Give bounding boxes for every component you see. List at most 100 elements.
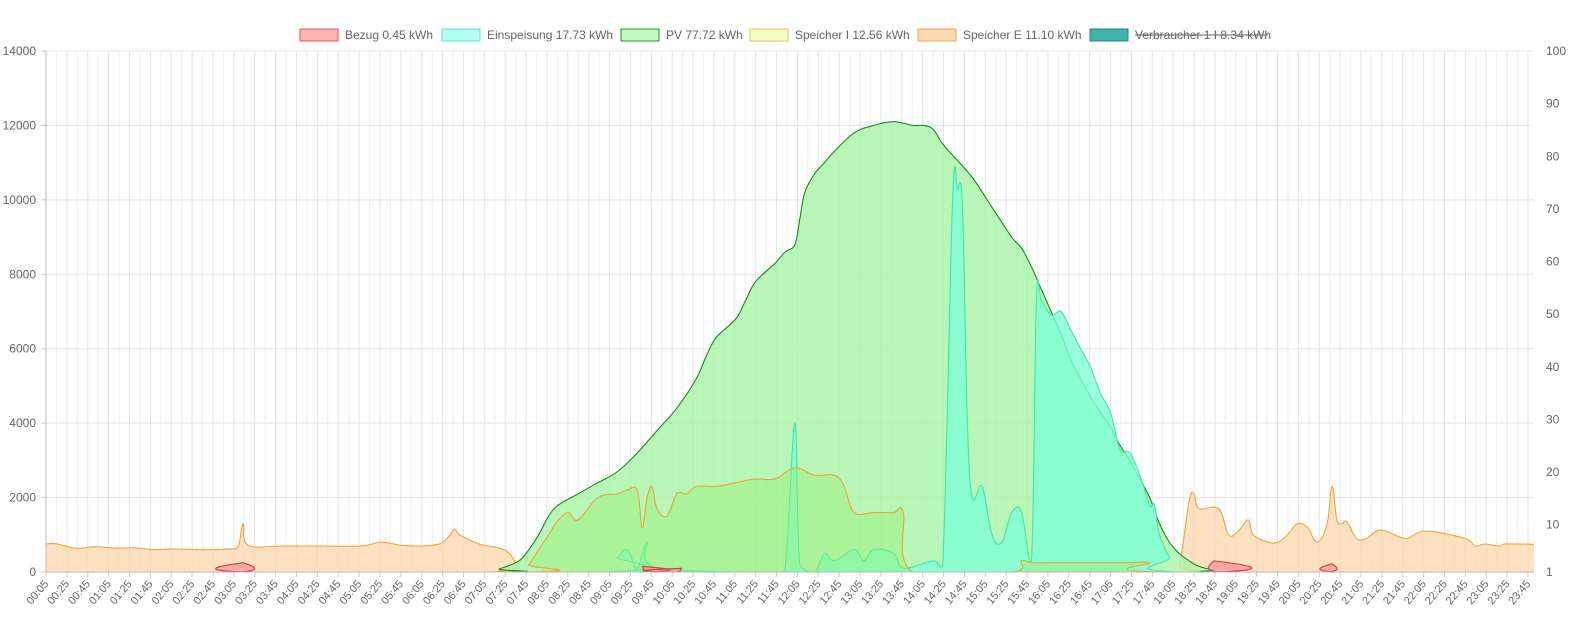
x-tick-label: 17:25 bbox=[1110, 578, 1137, 607]
x-tick-label: 10:05 bbox=[651, 578, 678, 607]
x-tick-label: 06:45 bbox=[442, 578, 469, 607]
x-tick-label: 10:45 bbox=[692, 578, 719, 607]
x-tick-label: 01:25 bbox=[108, 578, 135, 607]
y-tick-label: 6000 bbox=[9, 342, 36, 356]
x-tick-label: 03:25 bbox=[233, 578, 260, 607]
x-tick-label: 14:25 bbox=[922, 578, 949, 607]
x-tick-label: 06:05 bbox=[400, 578, 427, 607]
x-tick-label: 08:25 bbox=[546, 578, 573, 607]
y-tick-label: 4000 bbox=[9, 416, 36, 430]
x-tick-label: 16:45 bbox=[1068, 578, 1095, 607]
y-tick-label: 10000 bbox=[3, 193, 37, 207]
x-tick-label: 18:45 bbox=[1193, 578, 1220, 607]
x-tick-label: 20:45 bbox=[1319, 578, 1346, 607]
x-tick-label: 01:45 bbox=[129, 578, 156, 607]
x-tick-label: 08:45 bbox=[567, 578, 594, 607]
x-tick-label: 13:45 bbox=[880, 578, 907, 607]
x-tick-label: 04:45 bbox=[317, 578, 344, 607]
series-area-speicher bbox=[46, 486, 1534, 572]
y2-tick-label: 80 bbox=[1546, 149, 1560, 163]
x-tick-label: 14:05 bbox=[901, 578, 928, 607]
series-area-bezug bbox=[46, 560, 1534, 572]
y-axis-ticks: 0 2000 4000 6000 8000 10000 12000 14000 bbox=[3, 44, 37, 579]
x-tick-label: 11:25 bbox=[735, 578, 761, 606]
y2-tick-label: 60 bbox=[1546, 255, 1560, 269]
x-axis-ticks: 00:0500:2500:4501:0501:2501:4502:0502:25… bbox=[24, 578, 1533, 607]
x-tick-label: 19:05 bbox=[1214, 578, 1241, 607]
x-tick-label: 02:05 bbox=[150, 578, 177, 607]
x-tick-label: 13:05 bbox=[838, 578, 865, 607]
y-tick-label: 12000 bbox=[3, 118, 37, 132]
x-tick-label: 00:25 bbox=[45, 578, 72, 607]
legend-swatch bbox=[299, 28, 339, 42]
legend-item-einspeisung: Einspeisung 17.73 kWh bbox=[441, 28, 613, 42]
x-tick-label: 09:05 bbox=[588, 578, 615, 607]
y-tick-label: 0 bbox=[29, 565, 36, 579]
x-tick-label: 01:05 bbox=[87, 578, 114, 607]
legend-label: PV 77.72 kWh bbox=[666, 28, 743, 42]
x-tick-label: 15:05 bbox=[964, 578, 991, 607]
x-tick-label: 05:25 bbox=[358, 578, 385, 607]
y2-tick-label: 20 bbox=[1546, 465, 1560, 479]
series-areas bbox=[45, 121, 1535, 573]
legend-label: Speicher I 12.56 kWh bbox=[795, 28, 910, 42]
legend: Bezug 0.45 kWh Einspeisung 17.73 kWh PV 77… bbox=[299, 28, 1271, 42]
x-tick-label: 05:45 bbox=[379, 578, 406, 607]
x-tick-label: 04:05 bbox=[275, 578, 302, 607]
x-tick-label: 15:25 bbox=[985, 578, 1012, 607]
x-tick-label: 09:25 bbox=[609, 578, 636, 607]
x-tick-label: 22:45 bbox=[1444, 578, 1471, 607]
legend-item-bezug: Bezug 0.45 kWh bbox=[299, 28, 433, 42]
x-tick-label: 22:25 bbox=[1423, 578, 1450, 607]
x-tick-label: 10:25 bbox=[671, 578, 698, 607]
legend-swatch bbox=[917, 28, 957, 42]
legend-item-pv: PV 77.72 kWh bbox=[620, 28, 743, 42]
y2-tick-label: 1 bbox=[1546, 565, 1553, 579]
x-tick-label: 14:45 bbox=[943, 578, 970, 607]
legend-item-speicher: Speicher I 12.56 kWh bbox=[749, 28, 910, 42]
axes bbox=[45, 51, 1534, 573]
x-tick-label: 23:05 bbox=[1465, 578, 1492, 607]
x-tick-label: 00:05 bbox=[24, 578, 51, 607]
y2-tick-label: 50 bbox=[1546, 307, 1560, 321]
legend-label: Einspeisung 17.73 kWh bbox=[487, 28, 613, 42]
y2-tick-label: 30 bbox=[1546, 412, 1560, 426]
x-tick-label: 04:25 bbox=[296, 578, 323, 607]
y2-tick-label: 70 bbox=[1546, 202, 1560, 216]
x-tick-label: 07:25 bbox=[484, 578, 511, 607]
x-tick-label: 16:25 bbox=[1047, 578, 1074, 607]
legend-label: Bezug 0.45 kWh bbox=[345, 28, 433, 42]
legend-label: Speicher E 11.10 kWh bbox=[963, 28, 1082, 42]
x-tick-label: 18:25 bbox=[1172, 578, 1199, 607]
x-tick-label: 07:45 bbox=[504, 578, 531, 607]
x-tick-label: 19:45 bbox=[1256, 578, 1283, 607]
x-tick-label: 22:05 bbox=[1402, 578, 1429, 607]
series-area-pv bbox=[46, 121, 1534, 572]
legend-swatch bbox=[749, 28, 789, 42]
x-tick-label: 07:05 bbox=[463, 578, 490, 607]
x-tick-label: 13:25 bbox=[859, 578, 886, 607]
y2-axis-ticks: 1 10 20 30 40 50 60 70 80 90 100 bbox=[1546, 44, 1566, 579]
x-tick-label: 19:25 bbox=[1235, 578, 1262, 607]
x-tick-label: 20:05 bbox=[1277, 578, 1304, 607]
x-tick-label: 11:05 bbox=[714, 578, 740, 606]
x-tick-label: 02:45 bbox=[191, 578, 218, 607]
x-tick-label: 06:25 bbox=[421, 578, 448, 607]
x-tick-label: 17:45 bbox=[1131, 578, 1158, 607]
x-tick-label: 16:05 bbox=[1026, 578, 1053, 607]
series-area-speicher bbox=[46, 467, 1534, 572]
series-line-speicher bbox=[45, 467, 1534, 573]
legend-swatch bbox=[1089, 28, 1129, 42]
y-tick-label: 8000 bbox=[9, 267, 36, 281]
y2-tick-label: 100 bbox=[1546, 44, 1566, 58]
legend-item-verbraucher: Verbraucher 1 I 8.34 kWh bbox=[1089, 28, 1271, 42]
legend-swatch bbox=[441, 28, 481, 42]
x-tick-label: 09:45 bbox=[630, 578, 657, 607]
y-tick-label: 14000 bbox=[3, 44, 37, 58]
x-tick-label: 21:05 bbox=[1339, 578, 1366, 607]
y2-tick-label: 40 bbox=[1546, 360, 1560, 374]
x-tick-label: 03:45 bbox=[254, 578, 281, 607]
x-tick-label: 03:05 bbox=[212, 578, 239, 607]
x-tick-label: 23:45 bbox=[1506, 578, 1533, 607]
